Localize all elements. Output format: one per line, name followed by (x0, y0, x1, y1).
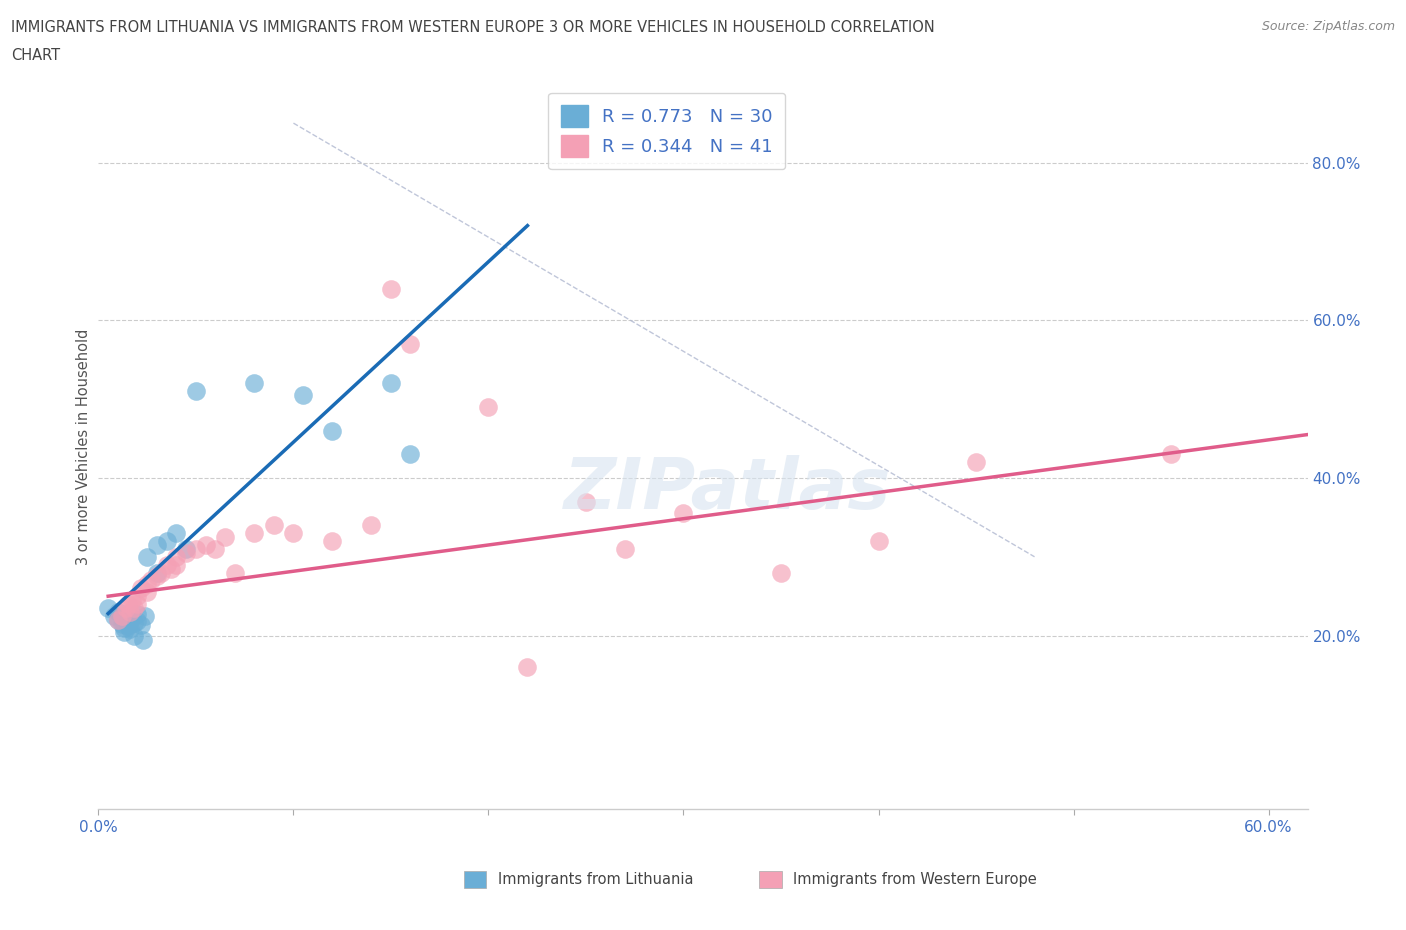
Point (614, 541, 637, 556)
Text: Immigrants from Lithuania: Immigrants from Lithuania (498, 872, 693, 887)
Point (360, 518, 382, 533)
Point (103, 608, 125, 623)
Y-axis label: 3 or more Vehicles in Household: 3 or more Vehicles in Household (76, 328, 91, 565)
Point (321, 534, 343, 549)
Point (127, 589, 149, 604)
Point (136, 577, 159, 591)
Point (204, 541, 226, 556)
Point (516, 659, 538, 674)
Point (132, 632, 155, 647)
Point (146, 569, 169, 584)
Point (769, 565, 792, 580)
Point (111, 617, 134, 631)
Point (146, 565, 169, 580)
Point (117, 597, 139, 612)
Point (243, 525, 266, 540)
Point (117, 618, 139, 633)
Point (136, 585, 159, 600)
Point (159, 561, 181, 576)
Point (107, 604, 129, 619)
Point (107, 613, 129, 628)
Point (136, 550, 159, 565)
Point (672, 506, 695, 521)
Text: ZIPatlas: ZIPatlas (564, 456, 891, 525)
Point (165, 557, 187, 572)
Point (122, 616, 145, 631)
Point (575, 494, 598, 509)
Point (399, 446, 422, 461)
Point (118, 604, 141, 619)
Point (399, 337, 422, 352)
Point (184, 384, 207, 399)
Point (112, 624, 135, 639)
Point (1160, 446, 1182, 461)
Point (477, 400, 499, 415)
Point (121, 592, 143, 607)
Point (868, 534, 890, 549)
Point (122, 628, 145, 643)
Point (224, 565, 246, 580)
Point (117, 614, 139, 629)
Point (107, 613, 129, 628)
Point (131, 581, 153, 596)
Point (965, 455, 987, 470)
Point (127, 597, 149, 612)
Point (121, 611, 143, 626)
Point (156, 557, 179, 572)
Point (380, 376, 402, 391)
Legend: R = 0.773   N = 30, R = 0.344   N = 41: R = 0.773 N = 30, R = 0.344 N = 41 (548, 93, 786, 169)
Point (243, 376, 266, 391)
Point (174, 541, 197, 556)
Text: Immigrants from Western Europe: Immigrants from Western Europe (793, 872, 1036, 887)
Point (263, 518, 285, 533)
Point (149, 565, 172, 580)
Text: Source: ZipAtlas.com: Source: ZipAtlas.com (1261, 20, 1395, 33)
Point (127, 606, 149, 621)
Point (122, 601, 145, 616)
Point (184, 541, 207, 556)
Point (146, 538, 169, 552)
Point (165, 525, 187, 540)
Point (156, 534, 179, 549)
Text: CHART: CHART (11, 48, 60, 63)
Point (292, 388, 315, 403)
Point (97, 601, 120, 616)
Text: IMMIGRANTS FROM LITHUANIA VS IMMIGRANTS FROM WESTERN EUROPE 3 OR MORE VEHICLES I: IMMIGRANTS FROM LITHUANIA VS IMMIGRANTS … (11, 20, 935, 35)
Point (214, 530, 236, 545)
Point (174, 545, 197, 560)
Point (114, 601, 136, 616)
Point (165, 550, 187, 565)
Point (112, 620, 135, 635)
Point (111, 608, 134, 623)
Point (134, 608, 156, 623)
Point (118, 622, 141, 637)
Point (139, 573, 162, 588)
Point (131, 618, 153, 632)
Point (127, 614, 149, 629)
Point (321, 423, 343, 438)
Point (194, 538, 217, 552)
Point (380, 281, 402, 296)
Point (283, 525, 305, 540)
